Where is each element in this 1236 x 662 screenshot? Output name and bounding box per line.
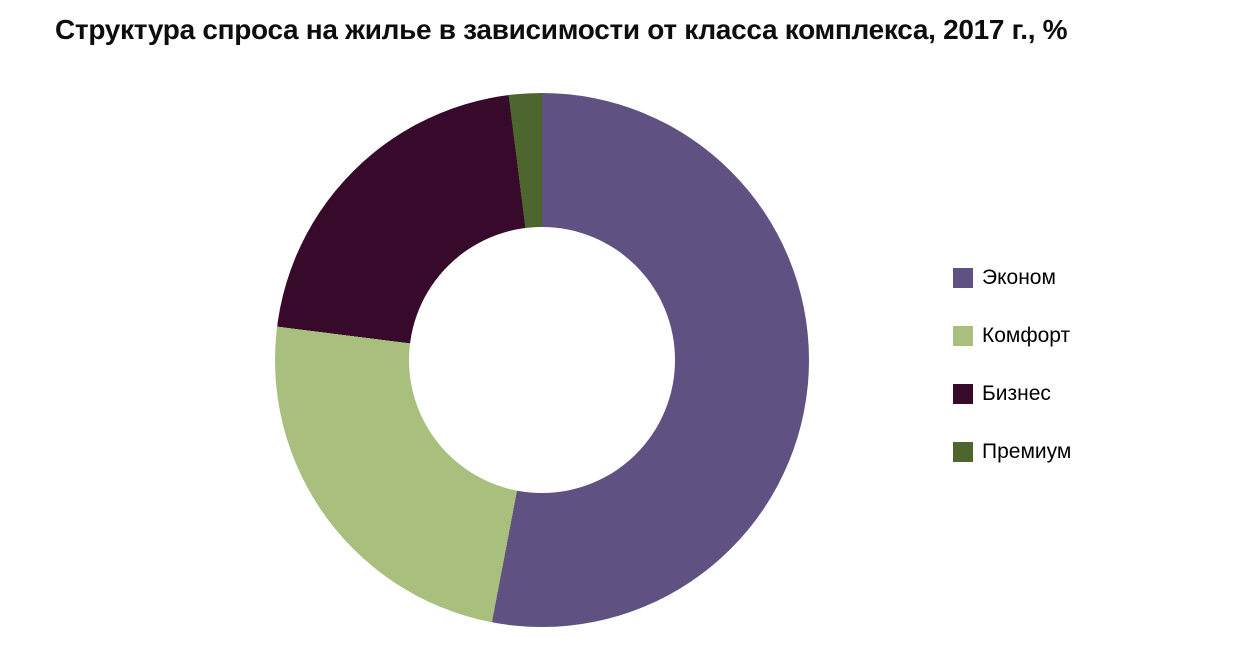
legend-item-premium: Премиум	[953, 441, 1071, 463]
legend-label-biznes: Бизнес	[982, 382, 1051, 405]
legend-swatch-ekonom	[953, 268, 973, 288]
donut-hole	[409, 227, 675, 493]
legend-item-komfort: Комфорт	[953, 325, 1071, 347]
legend-item-biznes: Бизнес	[953, 383, 1071, 405]
legend-label-ekonom: Эконом	[982, 266, 1056, 289]
legend-label-premium: Премиум	[982, 440, 1072, 463]
legend-swatch-premium	[953, 442, 973, 462]
donut-chart	[275, 93, 809, 627]
legend-swatch-komfort	[953, 326, 973, 346]
legend-label-komfort: Комфорт	[982, 324, 1071, 347]
chart-title: Структура спроса на жилье в зависимости …	[55, 14, 1068, 45]
legend-swatch-biznes	[953, 384, 973, 404]
legend-item-ekonom: Эконом	[953, 267, 1071, 289]
legend: Эконом Комфорт Бизнес Премиум	[953, 267, 1071, 499]
